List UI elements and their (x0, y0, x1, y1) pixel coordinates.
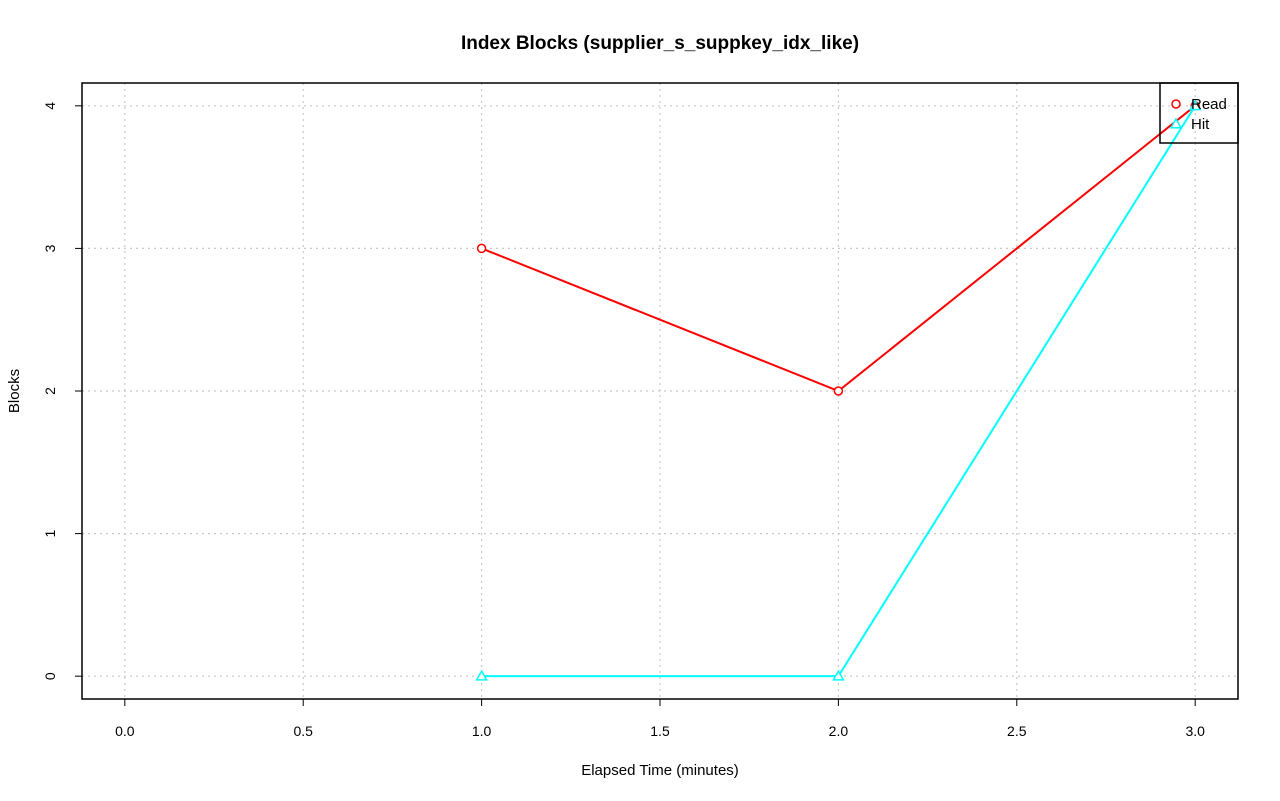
x-tick-label: 1.0 (472, 723, 492, 739)
data-point-hit (475, 669, 488, 681)
legend: Read Hit (1159, 82, 1239, 144)
data-point-read (833, 386, 844, 396)
legend-marker-hit (1169, 117, 1183, 129)
x-tick-label: 3.0 (1185, 723, 1205, 739)
data-point-read (476, 243, 487, 254)
x-axis: 0.0 0.5 1.0 1.5 2.0 2.5 3.0 (115, 699, 1205, 739)
grid-lines (82, 83, 1238, 699)
series-layer (475, 99, 1202, 681)
y-tick-label: 4 (42, 102, 58, 110)
data-point-hit (1188, 99, 1202, 111)
y-tick-label: 0 (42, 672, 58, 680)
y-tick-label: 1 (42, 529, 58, 537)
y-tick-label: 2 (42, 387, 58, 395)
x-tick-label: 2.0 (829, 723, 849, 739)
legend-label-hit: Hit (1191, 116, 1210, 133)
data-point-hit (832, 669, 845, 681)
x-tick-label: 0.0 (115, 723, 135, 739)
x-axis-label: Elapsed Time (minutes) (581, 762, 739, 779)
x-tick-label: 2.5 (1007, 723, 1027, 739)
y-axis: 0 1 2 3 4 (42, 102, 82, 680)
legend-label-read: Read (1191, 96, 1227, 113)
legend-marker-read (1171, 99, 1181, 109)
chart-title: Index Blocks (supplier_s_suppkey_idx_lik… (461, 33, 859, 54)
series-hit (475, 99, 1202, 681)
legend-box (1159, 82, 1239, 144)
y-axis-label: Blocks (6, 369, 23, 413)
y-tick-label: 3 (42, 244, 58, 252)
x-tick-label: 1.5 (650, 723, 670, 739)
x-tick-label: 0.5 (293, 723, 313, 739)
